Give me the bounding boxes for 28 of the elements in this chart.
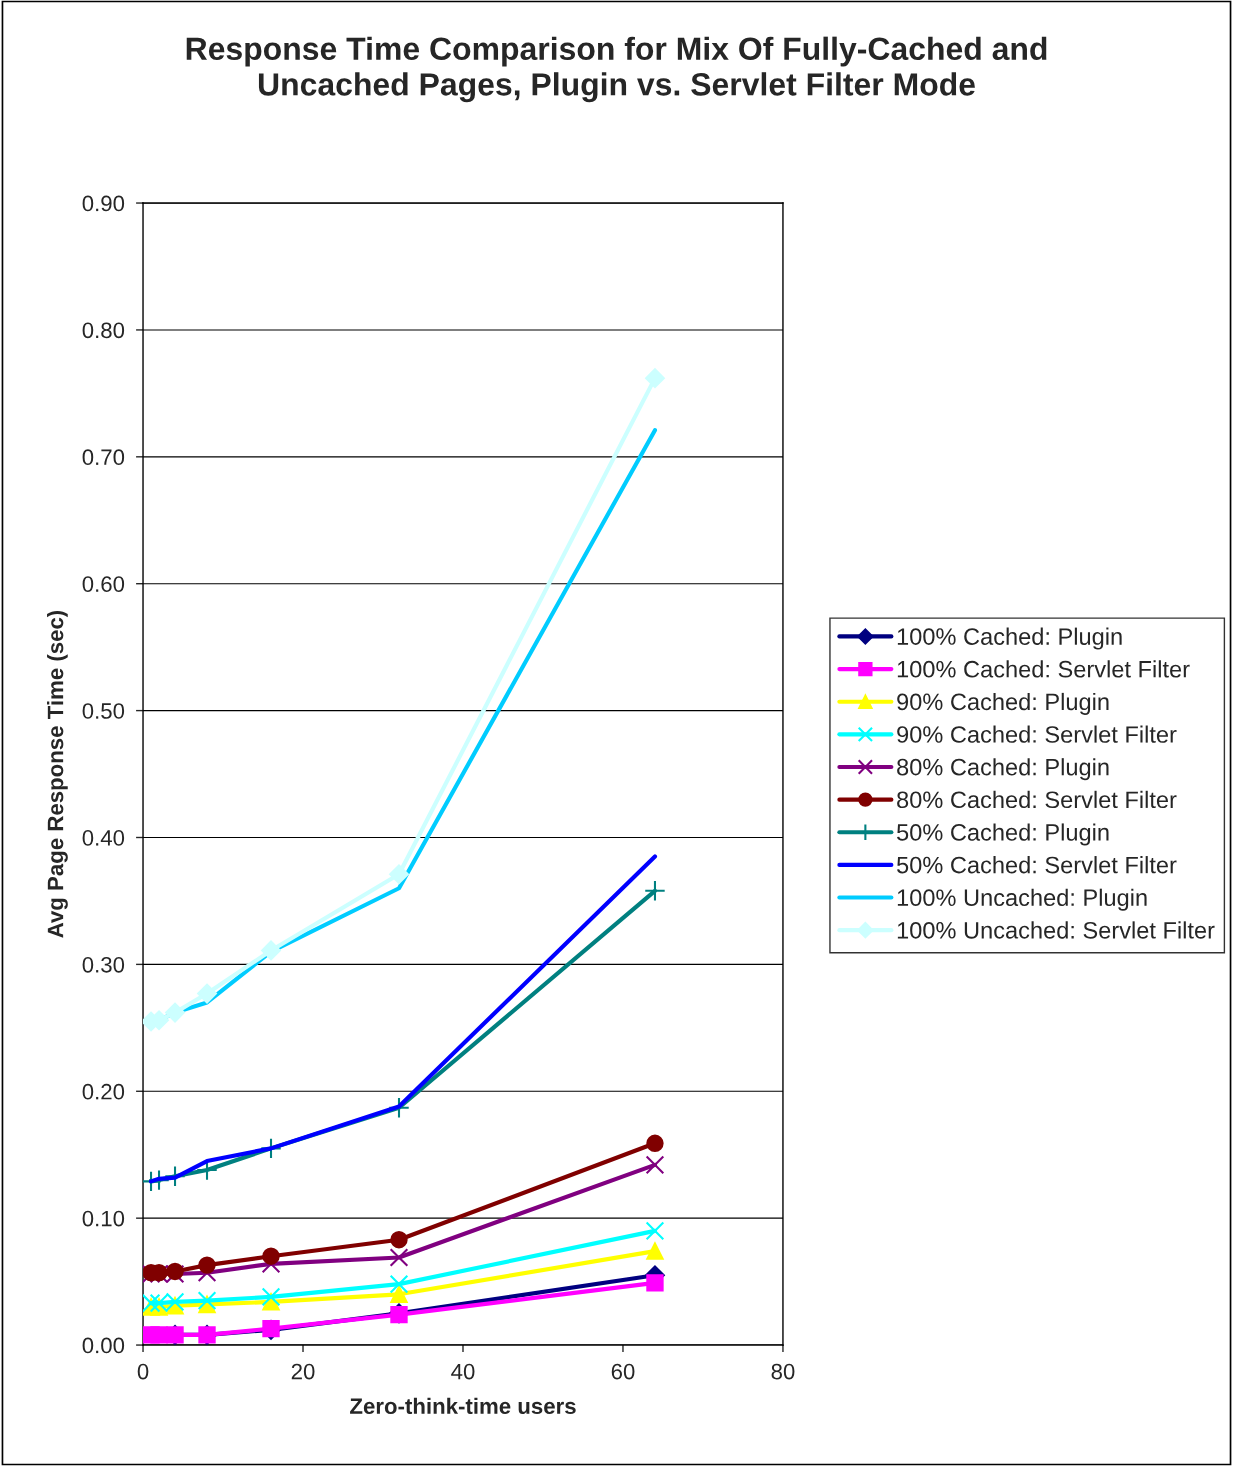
y-tick-label: 0.70 [82, 449, 125, 466]
y-tick-label: 0.20 [82, 1083, 125, 1100]
y-tick-label: 0.00 [82, 1337, 125, 1354]
y-tick-label: 0.50 [82, 703, 125, 719]
y-tick-label: 0.90 [82, 195, 125, 212]
legend-label: 80% Cached: Plugin [897, 758, 1109, 781]
legend-label: 50% Cached: Servlet Filter [897, 856, 1177, 874]
legend-label: 100% Uncached: Plugin [897, 888, 1147, 911]
x-tick-label: 60 [611, 1363, 635, 1380]
y-tick-label: 0.10 [82, 1210, 125, 1227]
y-tick-label: 0.80 [82, 322, 125, 339]
legend-label: 90% Cached: Servlet Filter [897, 725, 1177, 743]
chart-title: Response Time Comparison for Mix Of Fully-Cached and Uncached Pages, Plugin vs. Servlet Filter Mode [186, 36, 1047, 103]
legend-label: 90% Cached: Plugin [897, 692, 1109, 715]
x-tick-label: 20 [291, 1363, 315, 1380]
y-tick-label: 0.60 [82, 576, 125, 592]
x-tick-label: 80 [771, 1363, 795, 1380]
x-tick-label: 40 [451, 1363, 475, 1380]
legend-label: 50% Cached: Plugin [897, 823, 1109, 846]
x-tick-label: 0 [137, 1363, 149, 1380]
x-axis-title: Zero-think-time users [350, 1397, 576, 1415]
legend-label: 100% Uncached: Servlet Filter [897, 921, 1215, 939]
legend-label: 100% Cached: Servlet Filter [897, 660, 1190, 678]
y-tick-label: 0.40 [82, 830, 125, 846]
y-axis-title: Avg Page Response Time (sec) [47, 610, 68, 938]
legend-label: 100% Cached: Plugin [897, 627, 1122, 650]
legend-label: 80% Cached: Servlet Filter [897, 790, 1177, 809]
y-tick-label: 0.30 [82, 956, 125, 973]
